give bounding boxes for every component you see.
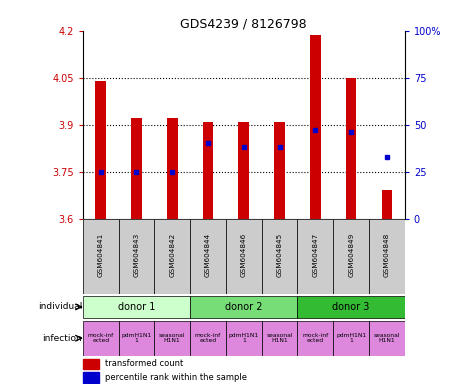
Text: donor 3: donor 3 bbox=[332, 302, 369, 312]
Text: GSM604849: GSM604849 bbox=[347, 233, 353, 277]
Bar bbox=[368, 321, 404, 356]
Bar bbox=[118, 218, 154, 294]
Bar bbox=[154, 218, 190, 294]
Bar bbox=[83, 296, 190, 318]
Bar bbox=[332, 218, 368, 294]
Text: donor 1: donor 1 bbox=[118, 302, 155, 312]
Text: seasonal
H1N1: seasonal H1N1 bbox=[159, 333, 185, 343]
Text: individual: individual bbox=[38, 302, 82, 311]
Text: GSM604841: GSM604841 bbox=[97, 233, 103, 277]
Bar bbox=[95, 81, 106, 218]
Text: GSM604848: GSM604848 bbox=[383, 233, 389, 277]
Text: mock-inf
ected: mock-inf ected bbox=[302, 333, 328, 343]
Text: GSM604845: GSM604845 bbox=[276, 233, 282, 277]
Text: pdmH1N1
1: pdmH1N1 1 bbox=[121, 333, 151, 343]
Bar bbox=[190, 218, 225, 294]
Bar bbox=[261, 321, 297, 356]
Text: infection: infection bbox=[42, 334, 82, 343]
Bar bbox=[202, 121, 213, 218]
Bar bbox=[131, 118, 141, 218]
Bar bbox=[345, 78, 356, 218]
Bar bbox=[190, 321, 225, 356]
Bar bbox=[167, 118, 177, 218]
Text: GSM604844: GSM604844 bbox=[205, 233, 211, 277]
Bar bbox=[225, 321, 261, 356]
Text: GSM604842: GSM604842 bbox=[169, 233, 175, 277]
Text: pdmH1N1
1: pdmH1N1 1 bbox=[228, 333, 258, 343]
Bar bbox=[261, 218, 297, 294]
Bar bbox=[225, 218, 261, 294]
Text: seasonal
H1N1: seasonal H1N1 bbox=[373, 333, 399, 343]
Title: GDS4239 / 8126798: GDS4239 / 8126798 bbox=[180, 18, 307, 31]
Text: mock-inf
ected: mock-inf ected bbox=[87, 333, 113, 343]
Bar bbox=[83, 372, 99, 382]
Text: GSM604847: GSM604847 bbox=[312, 233, 318, 277]
Bar bbox=[83, 359, 99, 369]
Bar bbox=[332, 321, 368, 356]
Bar bbox=[154, 321, 190, 356]
Bar bbox=[297, 296, 404, 318]
Bar bbox=[381, 190, 392, 218]
Text: percentile rank within the sample: percentile rank within the sample bbox=[105, 372, 247, 382]
Bar bbox=[309, 35, 320, 218]
Bar bbox=[297, 218, 332, 294]
Bar bbox=[238, 121, 249, 218]
Text: mock-inf
ected: mock-inf ected bbox=[195, 333, 221, 343]
Text: GSM604846: GSM604846 bbox=[240, 233, 246, 277]
Bar bbox=[190, 296, 297, 318]
Text: seasonal
H1N1: seasonal H1N1 bbox=[266, 333, 292, 343]
Bar bbox=[368, 218, 404, 294]
Bar bbox=[118, 321, 154, 356]
Text: transformed count: transformed count bbox=[105, 359, 183, 369]
Bar bbox=[83, 218, 118, 294]
Bar bbox=[274, 121, 284, 218]
Bar bbox=[83, 321, 118, 356]
Text: pdmH1N1
1: pdmH1N1 1 bbox=[335, 333, 365, 343]
Bar bbox=[297, 321, 332, 356]
Text: donor 2: donor 2 bbox=[224, 302, 262, 312]
Text: GSM604843: GSM604843 bbox=[133, 233, 139, 277]
